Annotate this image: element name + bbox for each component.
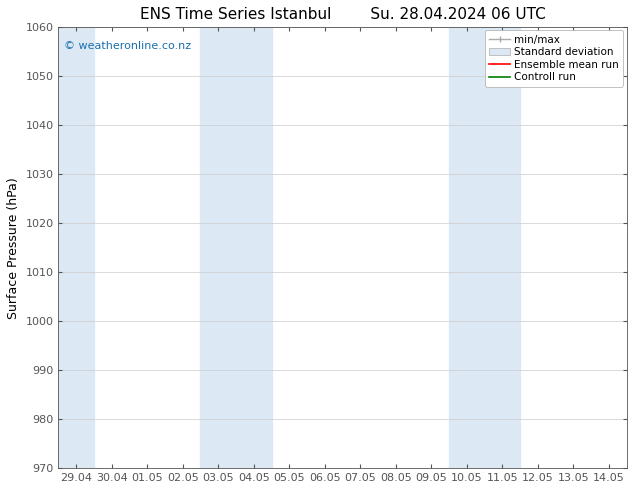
Title: ENS Time Series Istanbul        Su. 28.04.2024 06 UTC: ENS Time Series Istanbul Su. 28.04.2024 … xyxy=(139,7,545,22)
Bar xyxy=(200,27,271,468)
Text: © weatheronline.co.nz: © weatheronline.co.nz xyxy=(64,41,191,50)
Bar xyxy=(58,27,94,468)
Bar xyxy=(449,27,520,468)
Legend: min/max, Standard deviation, Ensemble mean run, Controll run: min/max, Standard deviation, Ensemble me… xyxy=(485,30,623,87)
Y-axis label: Surface Pressure (hPa): Surface Pressure (hPa) xyxy=(7,177,20,318)
